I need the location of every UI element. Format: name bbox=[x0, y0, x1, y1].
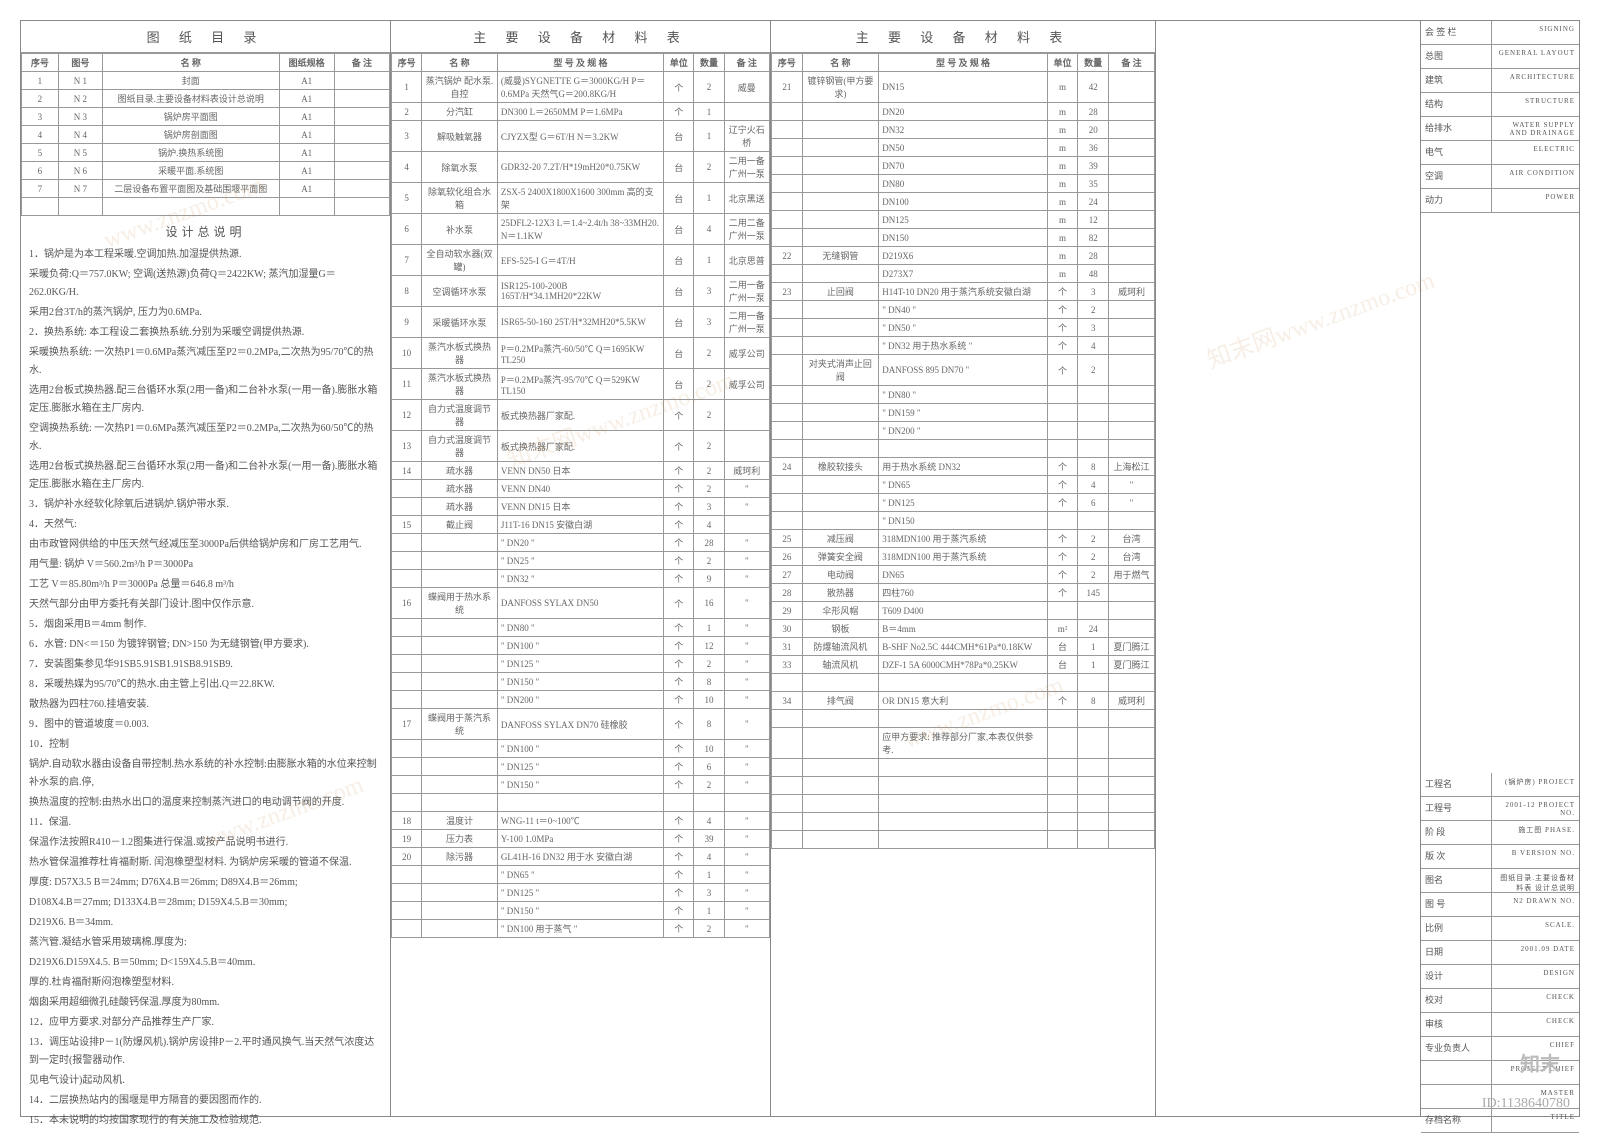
equip-table-2: 序号名 称型 号 及 规 格单位数量备 注 21镀锌钢管(甲方要求)DN15m4… bbox=[771, 53, 1155, 849]
logo: 知末 bbox=[1520, 1048, 1560, 1077]
equip-table1-title: 主 要 设 备 材 料 表 bbox=[391, 21, 770, 53]
design-notes: 设计总说明 1．锅炉是为本工程采暖.空调加热.加湿提供热源.采暖负荷:Q＝757… bbox=[21, 216, 390, 1138]
image-id: ID:1138640780 bbox=[1482, 1096, 1570, 1112]
drawing-index-table: 序号图号名 称图纸规格备 注 1N 1封面A12N 2图纸目录.主要设备材料表设… bbox=[21, 53, 390, 216]
drawing-index-title: 图 纸 目 录 bbox=[21, 21, 390, 53]
equip-table-1: 序号名 称型 号 及 规 格单位数量备 注 1蒸汽锅炉 配水泵.自控(威曼)SY… bbox=[391, 53, 770, 938]
equip-table2-title: 主 要 设 备 材 料 表 bbox=[771, 21, 1155, 53]
title-block: 会 签 栏SIGNING总图GENERAL LAYOUT建筑ARCHITECTU… bbox=[1421, 21, 1579, 1116]
